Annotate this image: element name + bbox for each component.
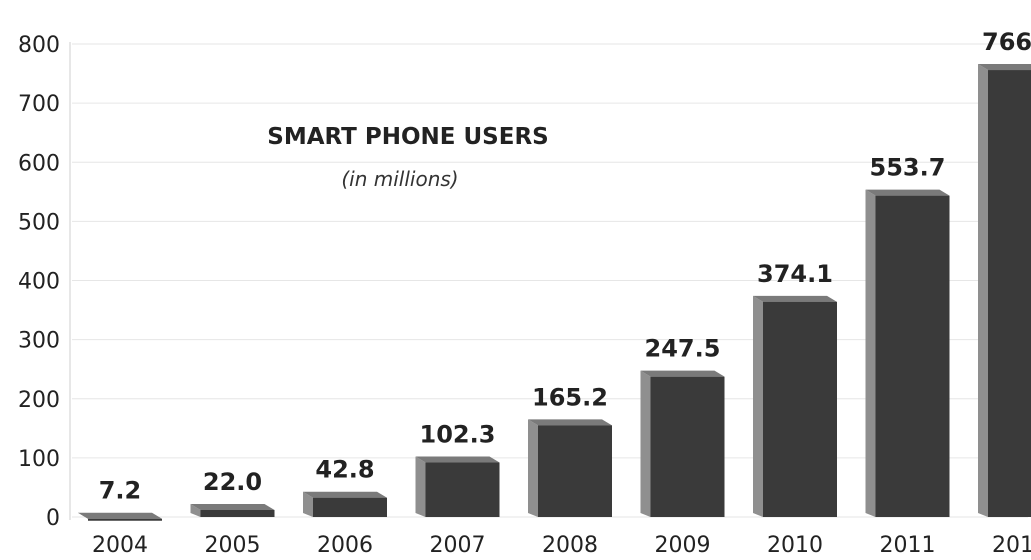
value-label: 553.7: [870, 154, 946, 182]
bar-top: [640, 370, 725, 377]
bar-front: [988, 70, 1031, 518]
bar-side: [865, 189, 876, 517]
bar-front: [313, 497, 387, 517]
value-label: 7.2: [99, 477, 142, 505]
value-label: 22.0: [203, 468, 262, 496]
bar-2004: [78, 512, 162, 521]
y-tick-label: 200: [18, 388, 60, 413]
bar-2008: [528, 419, 612, 517]
x-tick-label: 2006: [317, 533, 373, 558]
bar-side: [978, 64, 988, 518]
bar-2007: [415, 456, 500, 517]
bar-2005: [190, 503, 275, 517]
bar-side: [640, 370, 651, 517]
value-label: 247.5: [645, 335, 721, 363]
bar-top: [78, 512, 162, 519]
y-tick-label: 300: [18, 329, 60, 354]
y-tick-label: 100: [18, 447, 60, 472]
bar-side: [190, 503, 201, 517]
bar-2010: [753, 295, 837, 517]
bar-top: [753, 295, 837, 302]
value-label: 766.1: [982, 28, 1031, 56]
bar-side: [528, 419, 538, 517]
y-tick-label: 0: [46, 506, 60, 531]
bar-top: [978, 64, 1031, 71]
value-label: 165.2: [532, 383, 608, 411]
bar-front: [763, 301, 837, 517]
bar-top: [865, 189, 950, 196]
bar-front: [538, 425, 612, 517]
bar-side: [303, 491, 313, 517]
bar-2011: [865, 189, 950, 517]
value-label: 374.1: [757, 260, 833, 288]
bar-side: [753, 295, 763, 517]
x-tick-label: 2011: [880, 533, 936, 558]
bar-top: [190, 503, 275, 510]
bars: [78, 64, 1031, 521]
x-tick-label: 2005: [205, 533, 261, 558]
bar-2012: [978, 64, 1031, 518]
y-tick-label: 500: [18, 210, 60, 235]
x-tick-label: 2008: [542, 533, 598, 558]
bar-front: [425, 462, 500, 517]
y-tick-label: 600: [18, 151, 60, 176]
bar-top: [303, 491, 387, 498]
bar-top: [528, 419, 612, 426]
chart-subtitle: (in millions): [341, 167, 458, 191]
value-labels: 7.2 22.0 42.8 102.3 165.2 247.5 374.1 553.7 766.…: [99, 28, 1031, 505]
bar-front: [88, 518, 162, 521]
y-tick-label: 800: [18, 33, 60, 58]
bar-top: [415, 456, 500, 463]
y-tick-label: 400: [18, 270, 60, 295]
y-axis-ticks: 0 100 200 300 400 500 600 700 800: [18, 33, 60, 531]
value-label: 102.3: [420, 421, 496, 449]
y-tick-label: 700: [18, 92, 60, 117]
x-tick-label: 2012: [992, 533, 1031, 558]
bar-front: [200, 509, 275, 517]
x-tick-label: 2010: [767, 533, 823, 558]
chart-title: SMART PHONE USERS: [267, 124, 548, 150]
bar-front: [875, 195, 950, 517]
x-tick-label: 2009: [655, 533, 711, 558]
grid-lines: [72, 43, 1028, 518]
x-axis-ticks: 2004 2005 2006 2007 2008 2009 2010 2011 2012: [92, 533, 1031, 558]
bar-2009: [640, 370, 725, 517]
bar-side: [415, 456, 426, 517]
value-label: 42.8: [315, 456, 374, 484]
bar-2006: [303, 491, 387, 517]
x-tick-label: 2004: [92, 533, 148, 558]
bar-front: [650, 376, 725, 517]
x-tick-label: 2007: [430, 533, 486, 558]
